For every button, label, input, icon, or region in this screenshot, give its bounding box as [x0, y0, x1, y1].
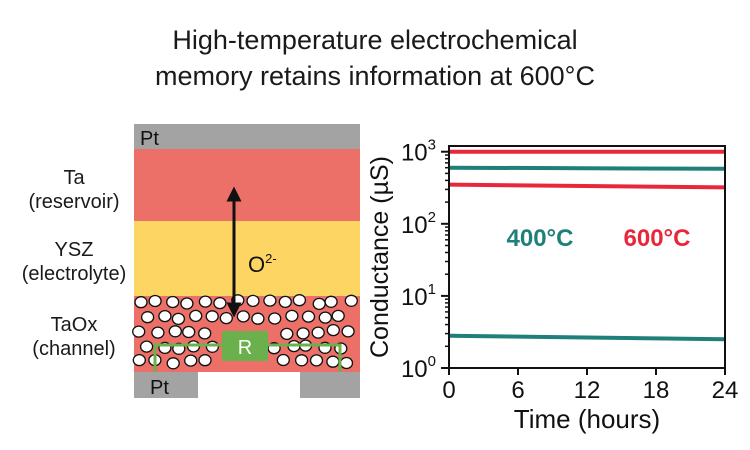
- vacancy-dot: [280, 327, 294, 341]
- ysz-role: (electrolyte): [21, 263, 127, 285]
- top-electrode-label: Pt: [140, 128, 159, 150]
- annotation-400c: 400°C: [507, 225, 574, 252]
- vacancy-dot: [301, 310, 316, 323]
- ta-name: Ta: [63, 167, 85, 189]
- title-line-1: High-temperature electrochemical: [172, 25, 578, 55]
- vacancy-dot: [158, 309, 172, 323]
- annotation-600c: 600°C: [624, 225, 691, 252]
- vacancy-dot: [198, 354, 212, 367]
- vacancy-dot: [166, 295, 180, 309]
- vacancy-dot: [171, 312, 186, 326]
- vacancy-dot: [311, 326, 325, 339]
- vacancy-dot: [134, 296, 148, 309]
- vacancy-dot: [166, 357, 180, 370]
- y-axis-title: Conductance (µS): [366, 156, 394, 358]
- vacancy-dot: [276, 353, 290, 367]
- vacancy-dot: [324, 295, 338, 308]
- vacancy-dot: [184, 354, 198, 367]
- ion-label: O2-: [248, 251, 277, 277]
- x-tick-label: 12: [574, 377, 601, 404]
- vacancy-dot: [148, 294, 162, 308]
- series-line-3: [448, 182, 726, 190]
- vacancy-dot: [294, 354, 309, 367]
- vacancy-dot: [341, 325, 355, 338]
- vacancy-dot: [246, 294, 260, 308]
- y-tick-label: 102: [401, 209, 436, 239]
- resistor-box: [222, 331, 268, 361]
- vacancy-dot: [309, 354, 324, 367]
- y-tick-label: 101: [401, 281, 436, 311]
- vacancy-dot: [189, 309, 203, 323]
- top-electrode: [134, 124, 360, 149]
- vacancy-dot: [263, 294, 277, 307]
- vacancy-dot: [151, 326, 165, 339]
- vacancy-dot: [180, 297, 194, 310]
- oxygen-vacancy-dots: [132, 294, 358, 370]
- vacancy-dot: [198, 327, 212, 340]
- x-axis-title: Time (hours): [514, 404, 660, 434]
- vacancy-dot: [292, 294, 307, 307]
- vacancy-dot: [331, 309, 345, 323]
- x-tick-label: 6: [511, 377, 524, 404]
- vacancy-dot: [278, 295, 292, 309]
- figure-title: High-temperature electrochemical memory …: [0, 22, 750, 94]
- vacancy-dot: [205, 310, 219, 323]
- vacancy-dot: [251, 312, 265, 325]
- series-line-1: [448, 333, 726, 342]
- ion-charge: 2-: [265, 251, 277, 266]
- vacancy-dot: [198, 295, 213, 308]
- series-layer: [448, 149, 726, 342]
- resistor-label: R: [238, 337, 252, 359]
- reservoir-layer: [134, 149, 360, 221]
- vacancy-dot: [182, 325, 196, 339]
- bottom-electrode-right: [300, 372, 360, 398]
- x-tick-label: 0: [442, 377, 455, 404]
- bottom-electrode-left: [134, 372, 198, 398]
- vacancy-dot: [326, 323, 340, 337]
- layer-label-taox: TaOx (channel): [4, 313, 144, 361]
- vacancy-dot: [213, 296, 227, 310]
- layer-label-ta: Ta (reservoir): [4, 166, 144, 214]
- electrolyte-layer: [134, 221, 360, 296]
- series-line-0: [448, 165, 726, 171]
- taox-role: (channel): [32, 338, 116, 360]
- bottom-electrode-label: Pt: [150, 377, 169, 399]
- vacancy-dot: [132, 325, 146, 338]
- taox-name: TaOx: [50, 314, 98, 336]
- layer-label-ysz: YSZ (electrolyte): [4, 238, 144, 286]
- vacancy-dot: [132, 353, 146, 367]
- vacancy-dot: [168, 325, 182, 338]
- vacancy-dot: [344, 294, 358, 307]
- vacancy-dot: [139, 340, 154, 353]
- vacancy-dot: [296, 327, 310, 340]
- x-tick-label: 24: [712, 377, 739, 404]
- vacancy-dot: [318, 311, 332, 324]
- vacancy-dot: [140, 311, 155, 324]
- title-line-2: memory retains information at 600°C: [155, 61, 595, 91]
- y-tick-label: 103: [401, 137, 436, 167]
- vacancy-dot: [268, 312, 282, 325]
- x-tick-label: 18: [643, 377, 670, 404]
- ysz-name: YSZ: [54, 239, 94, 261]
- y-tick-label: 100: [401, 353, 436, 383]
- vacancy-dot: [285, 309, 299, 323]
- ta-role: (reservoir): [28, 191, 120, 213]
- tick-layer: 0 6 12 18 24 100 101 102 103: [401, 137, 738, 404]
